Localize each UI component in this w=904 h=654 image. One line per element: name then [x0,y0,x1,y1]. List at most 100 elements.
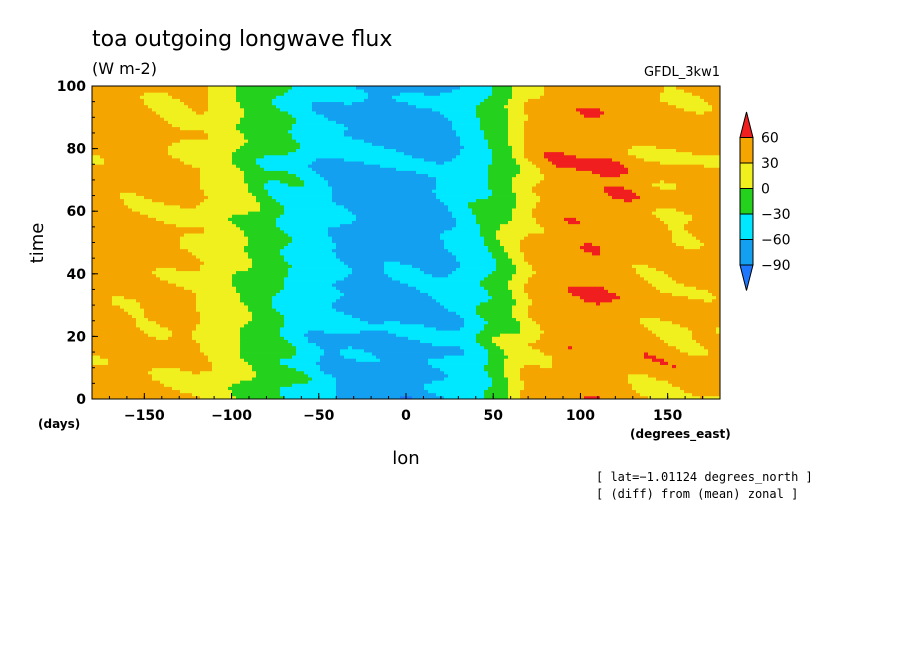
heatmap-cell [532,264,633,268]
heatmap-cell [304,370,325,375]
heatmap-cell [524,236,673,240]
heatmap-cell [452,270,493,275]
heatmap-cell [284,258,341,262]
heatmap-cell [672,276,721,281]
heatmap-cell [444,242,485,247]
heatmap-cell [452,123,481,128]
heatmap-cell [208,107,245,112]
heatmap-cell [668,226,685,231]
heatmap-cell [516,157,529,162]
heatmap-cell [628,373,649,378]
heatmap-cell [388,330,481,334]
heatmap-cell [244,114,293,118]
heatmap-cell [444,355,489,359]
heatmap-cell [92,173,201,178]
heatmap-cell [92,383,165,387]
heatmap-cell [504,367,521,372]
heatmap-cell [488,176,513,181]
heatmap-cell [240,327,281,331]
heatmap-cell [236,289,281,293]
heatmap-cell [644,276,673,281]
heatmap-cell [196,298,241,303]
heatmap-cell [488,273,513,278]
heatmap-cell [516,301,533,306]
heatmap-cell [636,154,721,159]
heatmap-cell [308,339,421,344]
heatmap-cell [208,92,237,96]
heatmap-cell [120,195,145,200]
heatmap-cell [524,151,545,156]
heatmap-cell [144,98,181,103]
heatmap-cell [520,389,637,394]
heatmap-cell [280,327,437,331]
heatmap-cell [196,305,249,309]
heatmap-cell [532,301,597,306]
heatmap-cell [148,104,189,109]
heatmap-cell [348,264,385,268]
heatmap-cell [156,217,229,221]
heatmap-cell [192,333,241,337]
heatmap-cell [508,101,525,106]
heatmap-cell [528,311,721,315]
heatmap-cell [656,208,677,212]
heatmap-cell [520,320,537,325]
heatmap-cell [660,179,665,184]
heatmap-cell [368,92,401,96]
colorbar-min-triangle [739,264,754,291]
heatmap-cell [328,226,453,231]
heatmap-cell [408,336,477,340]
heatmap-cell [244,136,293,140]
heatmap-cell [236,123,293,128]
heatmap-cell [164,201,201,206]
heatmap-cell [92,189,205,193]
heatmap-cell [480,330,521,334]
heatmap-cell [668,361,721,365]
heatmap-cell [284,314,353,319]
heatmap-cell [676,186,721,190]
heatmap-cell [652,358,665,362]
heatmap-cell [240,330,281,334]
heatmap-cell [508,117,529,121]
heatmap-cell [564,217,577,221]
heatmap-cell [200,179,245,184]
heatmap-cell [292,114,325,118]
heatmap-cell [660,92,693,96]
heatmap-cell [200,342,241,347]
heatmap-cell [248,186,265,190]
heatmap-cell [660,186,677,190]
heatmap-cell [516,198,541,203]
heatmap-cell [284,208,349,212]
heatmap-cell [512,151,525,156]
heatmap-cell [612,195,641,200]
heatmap-cell [532,214,657,218]
heatmap-cell [184,101,209,106]
heatmap-cell [240,101,273,106]
heatmap-cell [284,280,337,284]
heatmap-cell [552,355,645,359]
heatmap-cell [196,292,241,297]
heatmap-cell [448,273,489,278]
heatmap-cell [344,276,393,281]
y-tick-label: 60 [67,204,87,220]
heatmap-cell [448,373,489,378]
heatmap-cell [412,154,457,159]
heatmap-cell [680,386,721,391]
heatmap-cell [520,377,629,381]
heatmap-cell [284,323,425,328]
heatmap-cell [276,104,313,109]
heatmap-cell [324,330,361,334]
heatmap-cell [508,255,525,259]
heatmap-cell [552,364,673,369]
heatmap-cell [332,236,441,240]
heatmap-cell [280,289,341,293]
heatmap-cell [336,386,425,391]
heatmap-cell [592,251,601,256]
heatmap-cell [512,92,545,96]
heatmap-cell [508,98,529,103]
heatmap-cell [204,261,253,265]
heatmap-cell [472,211,513,215]
heatmap-cell [316,111,441,115]
heatmap-cell [488,145,513,149]
heatmap-cell [488,298,517,303]
heatmap-cell [304,179,329,184]
